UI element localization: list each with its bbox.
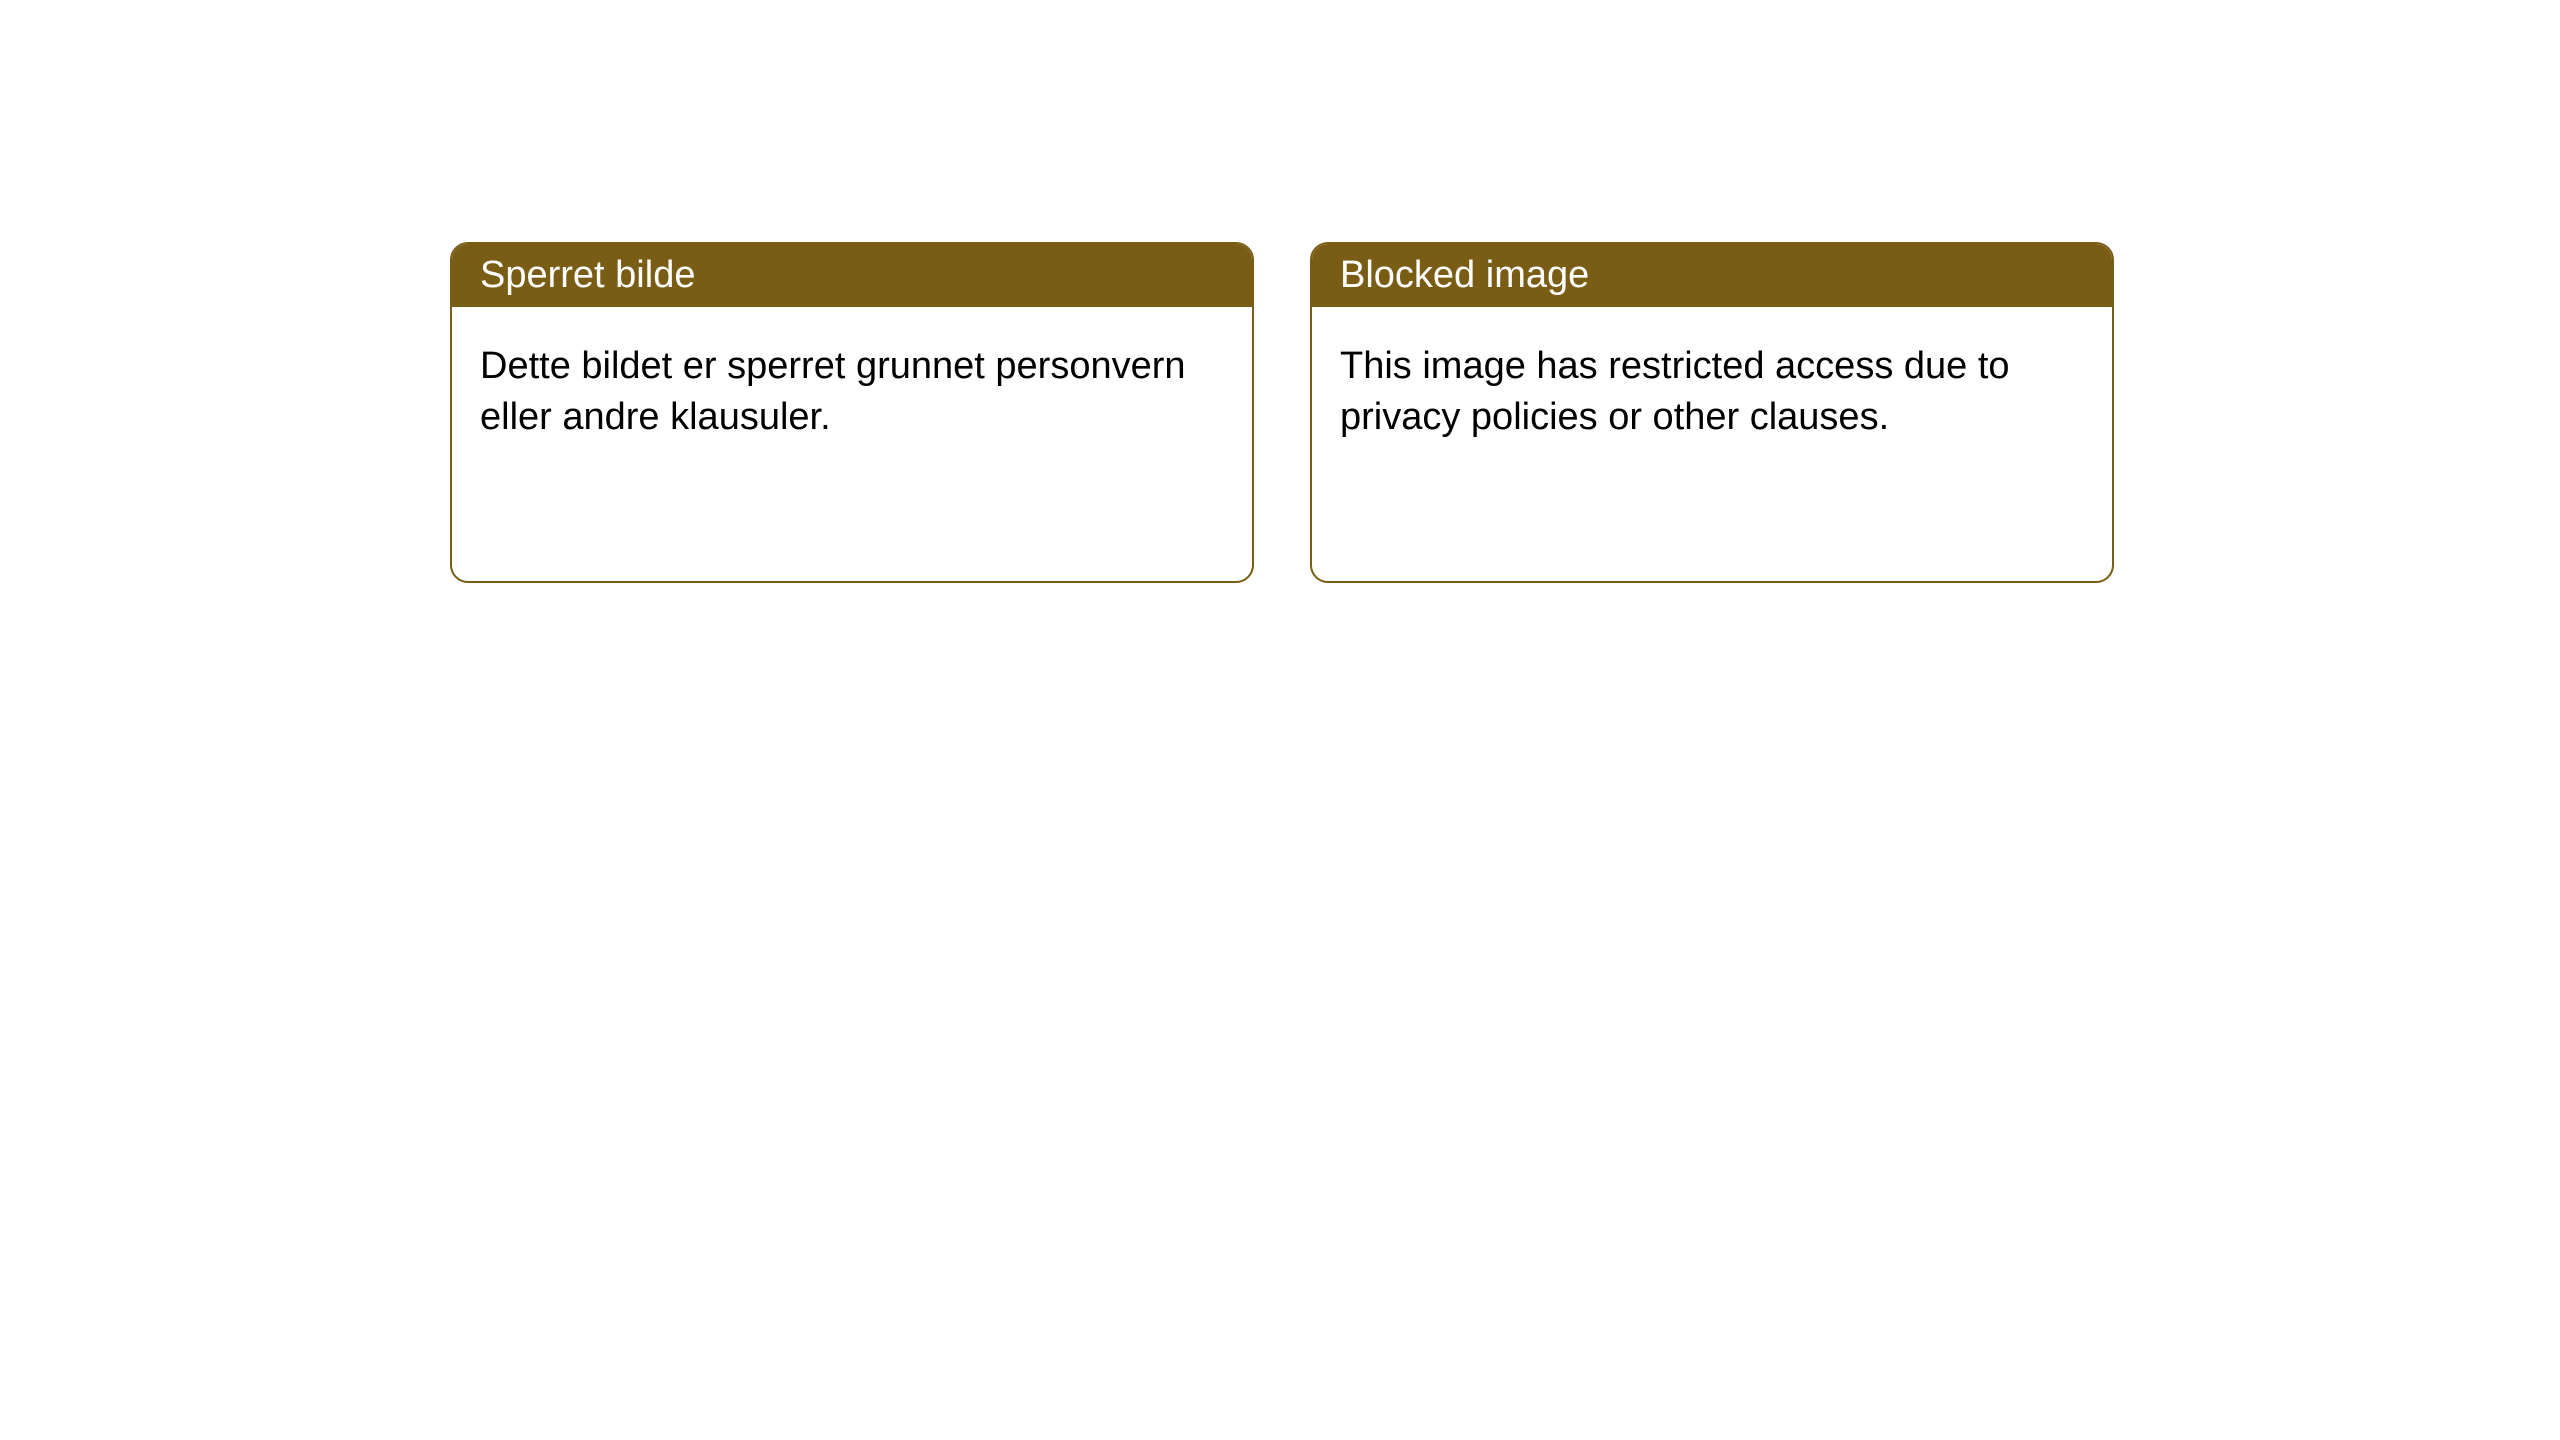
blocked-image-card-no: Sperret bilde Dette bildet er sperret gr… — [450, 242, 1254, 583]
card-title-no: Sperret bilde — [480, 254, 695, 296]
card-header-en: Blocked image — [1312, 244, 2112, 307]
blocked-image-card-en: Blocked image This image has restricted … — [1310, 242, 2114, 583]
card-header-no: Sperret bilde — [452, 244, 1252, 307]
card-body-text-en: This image has restricted access due to … — [1340, 345, 2010, 438]
notice-cards-container: Sperret bilde Dette bildet er sperret gr… — [0, 0, 2560, 583]
card-body-en: This image has restricted access due to … — [1312, 307, 2112, 581]
card-title-en: Blocked image — [1340, 254, 1589, 296]
card-body-text-no: Dette bildet er sperret grunnet personve… — [480, 345, 1186, 438]
card-body-no: Dette bildet er sperret grunnet personve… — [452, 307, 1252, 581]
